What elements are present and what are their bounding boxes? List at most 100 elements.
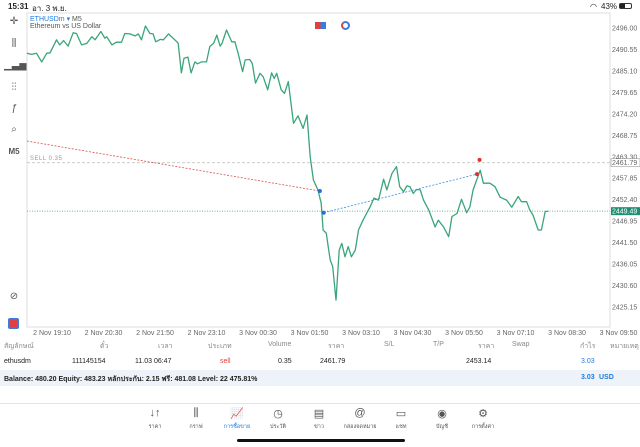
column-header[interactable]: เวลา: [158, 343, 173, 350]
y-tick-label: 2485.10: [612, 68, 637, 75]
column-header[interactable]: กำไร: [580, 343, 596, 350]
y-tick-label: 2496.00: [612, 26, 637, 33]
x-tick-label: 2 Nov 19:10: [33, 330, 71, 337]
nav-icon: ◉: [437, 408, 447, 420]
chart-frame: [26, 12, 611, 328]
column-header[interactable]: T/P: [433, 341, 444, 348]
x-tick-label: 3 Nov 09:50: [600, 330, 638, 337]
x-tick-label: 3 Nov 03:10: [342, 330, 380, 337]
x-tick-label: 2 Nov 23:10: [188, 330, 226, 337]
column-header[interactable]: สัญลักษณ์: [4, 343, 34, 350]
nav-item[interactable]: ⫼ กราฟ: [171, 407, 221, 431]
position-symbol[interactable]: ethusdm: [4, 358, 31, 365]
trade-history-line: [323, 173, 478, 214]
function-icon[interactable]: ƒ: [11, 103, 17, 114]
crosshair-icon[interactable]: ✛: [9, 16, 19, 27]
column-header[interactable]: ประเภท: [208, 343, 232, 350]
nav-label: บัญชี: [436, 424, 448, 430]
objects-icon[interactable]: ⌕: [11, 124, 17, 135]
column-header[interactable]: ราคา: [478, 343, 495, 350]
y-tick-label: 2474.20: [612, 111, 637, 118]
symbol-dropdown-icon[interactable]: ▾: [66, 16, 71, 23]
nav-icon: ◷: [273, 408, 283, 420]
x-tick-label: 3 Nov 01:50: [291, 330, 329, 337]
x-tick-label: 3 Nov 07:10: [497, 330, 535, 337]
nav-icon: ↓↑: [149, 407, 161, 419]
nav-icon: 📈: [230, 408, 244, 420]
nav-label: กราฟ: [189, 424, 203, 430]
nav-item[interactable]: @ กล่องจดหมาย: [335, 407, 385, 431]
nav-icon: ▤: [313, 408, 325, 420]
nav-item[interactable]: ◉ บัญชี: [417, 407, 467, 431]
position-profit: 3.03: [581, 358, 595, 365]
column-header[interactable]: Volume: [268, 341, 292, 348]
nav-item[interactable]: ▭ แชท: [376, 407, 426, 431]
x-tick-label: 3 Nov 05:50: [445, 330, 483, 337]
one-click-trading-icon[interactable]: [315, 22, 326, 29]
market-depth-icon[interactable]: [341, 21, 350, 30]
wifi-icon: ◠: [590, 2, 597, 11]
status-date: อา. 3 พ.ย.: [32, 4, 67, 13]
timeframe-button[interactable]: M5: [8, 147, 20, 156]
nav-item[interactable]: ▤ ข่าว: [294, 407, 344, 431]
column-header[interactable]: ราคา: [328, 343, 345, 350]
trade-app-icon[interactable]: [8, 318, 19, 329]
x-tick-label: 3 Nov 08:30: [548, 330, 586, 337]
y-tick-label: 2425.15: [612, 305, 637, 312]
y-tick-label: 2430.60: [612, 283, 637, 290]
column-header[interactable]: S/L: [384, 341, 395, 348]
account-summary: Balance: 480.20 Equity: 483.23 หลักประกั…: [4, 376, 258, 383]
nav-label: แชท: [395, 424, 407, 430]
home-indicator: [237, 439, 405, 442]
x-tick-label: 2 Nov 20:30: [85, 330, 123, 337]
trade-marker: [317, 189, 322, 194]
battery-icon: [619, 3, 632, 9]
nav-item[interactable]: ↓↑ ราคา: [130, 407, 180, 431]
y-tick-label: 2452.40: [612, 197, 637, 204]
currency: USD: [599, 374, 614, 381]
position-time: 11.03 06:47: [135, 358, 172, 365]
trade-history-line: [26, 140, 320, 192]
price-chart[interactable]: 2496.00 2490.55 2485.10 2479.65 2474.20 2468.…: [0, 0, 640, 340]
x-tick-label: 3 Nov 04:30: [394, 330, 432, 337]
position-open-price: 2461.79: [320, 358, 346, 365]
order-price-box: [610, 158, 640, 168]
order-price-label: 2461.79: [612, 160, 637, 167]
nav-label: ข่าว: [314, 424, 324, 430]
settings-sliders-icon[interactable]: ⫶⫶: [11, 82, 17, 93]
current-price-label: 2449.49: [612, 209, 637, 216]
position-ticket: 111145154: [72, 358, 106, 365]
position-volume: 0.35: [278, 358, 292, 365]
trade-marker: [474, 172, 479, 177]
nav-icon: ▭: [395, 408, 407, 420]
column-header[interactable]: Swap: [512, 341, 530, 348]
current-price-box: [611, 207, 640, 216]
candlestick-icon[interactable]: ⫼: [11, 38, 17, 49]
nav-item[interactable]: 📈 การซื้อขาย: [212, 407, 262, 431]
y-tick-label: 2468.75: [612, 133, 637, 140]
nav-label: ประวัติ: [269, 424, 287, 430]
battery-percent: 43%: [601, 2, 618, 11]
y-tick-label: 2490.55: [612, 47, 637, 54]
y-tick-label: 2446.95: [612, 219, 637, 226]
zoom-chart-icon[interactable]: ⊘: [9, 291, 19, 302]
nav-item[interactable]: ◷ ประวัติ: [253, 407, 303, 431]
trade-marker: [321, 210, 326, 215]
position-type: sell: [220, 358, 231, 365]
indicators-icon[interactable]: ▁▃▅: [4, 60, 28, 71]
symbol-name[interactable]: ETHUSDm: [30, 16, 65, 23]
nav-label: ราคา: [148, 424, 162, 430]
y-tick-label: 2463.30: [612, 154, 637, 161]
nav-item[interactable]: ⚙ การตั้งค่า: [458, 407, 508, 431]
account-summary-bar: Balance: 480.20 Equity: 483.23 หลักประกั…: [0, 370, 640, 386]
column-header[interactable]: หมายเหตุ: [610, 343, 639, 350]
price-line-series: [26, 25, 549, 301]
y-tick-label: 2457.85: [612, 176, 637, 183]
y-tick-label: 2441.50: [612, 240, 637, 247]
nav-icon: ⚙: [478, 408, 488, 420]
column-header[interactable]: ตั๋ว: [100, 343, 109, 350]
total-profit: 3.03: [581, 374, 595, 381]
trade-marker: [477, 157, 482, 162]
nav-label: กล่องจดหมาย: [343, 424, 377, 430]
position-current-price: 2453.14: [466, 358, 492, 365]
